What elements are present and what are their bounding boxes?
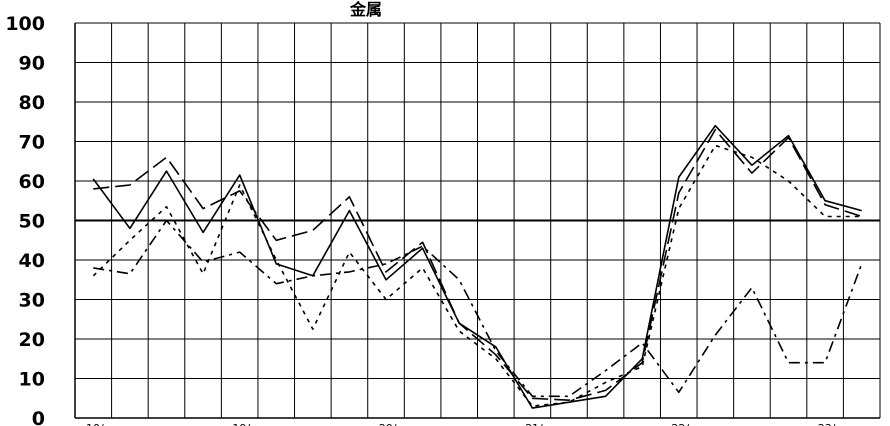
y-tick-label: 70 [19,132,45,154]
x-tick-label: 22/ [671,422,689,426]
chart-title: 金属 [349,0,382,19]
x-tick-label: 21/ [525,422,543,426]
y-tick-label: 60 [19,171,45,193]
x-tick-label: 23/ [818,422,836,426]
x-tick-label: 20/ [379,422,397,426]
series-line-4 [92,144,862,407]
x-axis-ticks: 10/19/20/21/22/23/ [86,422,836,426]
series-line-3 [93,219,863,398]
x-tick-label: 10/ [86,422,104,426]
y-tick-label: 90 [19,53,45,75]
x-tick-label: 19/ [232,422,250,426]
y-tick-label: 50 [19,211,45,233]
series-layer [92,124,863,409]
series-line-2 [93,128,862,402]
y-tick-label: 0 [32,408,45,426]
series-line-1 [92,124,862,409]
y-tick-label: 10 [19,369,45,391]
y-tick-label: 80 [19,92,45,114]
y-tick-label: 100 [5,13,45,35]
y-axis-ticks: 0 10 20 30 40 50 60 70 80 90 100 [5,13,45,426]
y-tick-label: 20 [19,329,45,351]
y-tick-label: 40 [19,250,45,272]
y-tick-label: 30 [19,290,45,312]
